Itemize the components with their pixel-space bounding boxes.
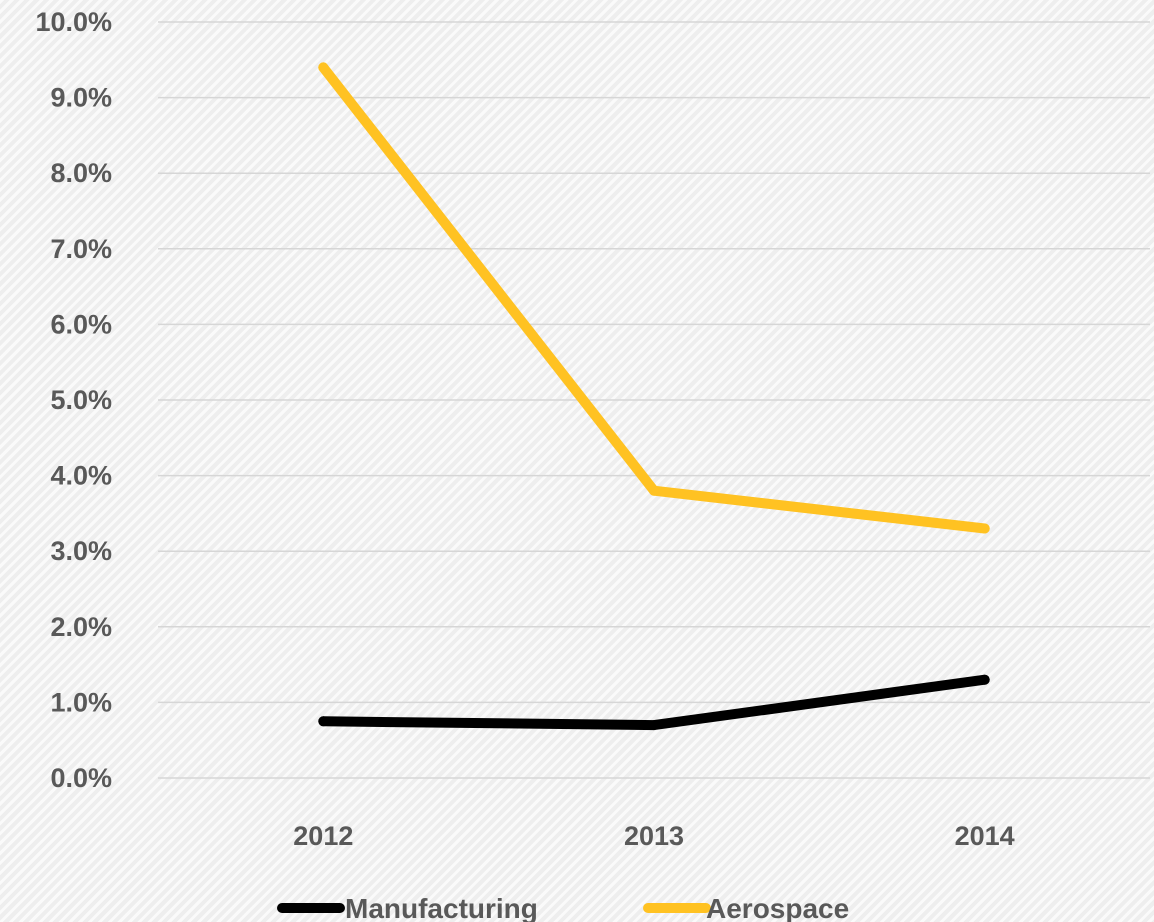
y-tick-label: 10.0% <box>35 7 112 37</box>
data-point <box>979 674 990 685</box>
legend: Manufacturing Aerospace <box>277 893 849 922</box>
data-point <box>649 720 659 731</box>
y-tick-label: 0.0% <box>50 763 112 793</box>
y-tick-label: 6.0% <box>50 309 112 339</box>
y-tick-label: 2.0% <box>50 612 112 642</box>
x-tick-label: 2012 <box>293 821 353 851</box>
x-tick-label: 2013 <box>624 821 684 851</box>
legend-label-aerospace: Aerospace <box>706 893 849 922</box>
gridlines <box>158 21 1150 779</box>
series-line-aerospace <box>318 62 990 534</box>
y-tick-label: 5.0% <box>50 385 112 415</box>
legend-label-manufacturing: Manufacturing <box>345 893 538 922</box>
y-tick-label: 3.0% <box>50 536 112 566</box>
y-tick-label: 4.0% <box>50 461 112 491</box>
x-axis-ticks: 2012 2013 2014 <box>293 821 1014 851</box>
y-tick-label: 7.0% <box>50 234 112 264</box>
data-point <box>318 62 329 73</box>
series-lines <box>318 62 990 731</box>
y-tick-label: 1.0% <box>50 687 112 717</box>
y-axis-ticks: 0.0% 1.0% 2.0% 3.0% 4.0% 5.0% 6.0% 7.0% 8.0% 9.0%… <box>35 7 112 793</box>
y-tick-label: 8.0% <box>50 158 112 188</box>
y-tick-label: 9.0% <box>50 83 112 113</box>
data-point <box>318 716 329 727</box>
data-point <box>649 485 659 496</box>
x-tick-label: 2014 <box>955 821 1015 851</box>
data-point <box>979 523 990 534</box>
